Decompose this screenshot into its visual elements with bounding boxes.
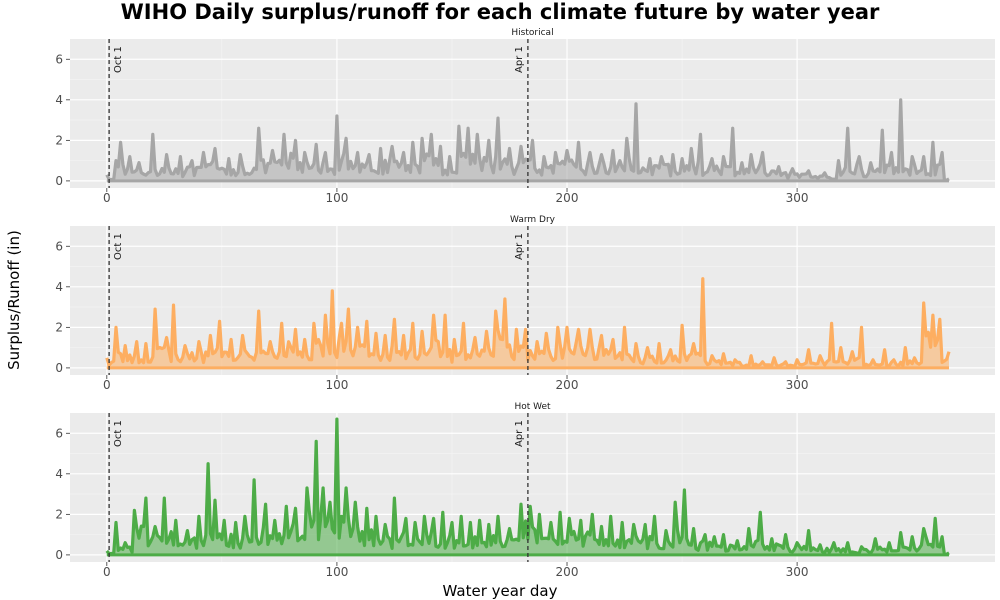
y-tick-label: 6: [55, 426, 63, 440]
reference-line-label: Apr 1: [514, 420, 525, 447]
x-tick-label: 0: [103, 565, 111, 579]
chart-title: WIHO Daily surplus/runoff for each clima…: [120, 0, 880, 24]
reference-line-label: Oct 1: [113, 420, 124, 447]
x-tick-label: 300: [786, 565, 809, 579]
x-axis-label: Water year day: [442, 582, 558, 600]
x-tick-label: 100: [325, 565, 348, 579]
x-tick-label: 0: [103, 378, 111, 392]
reference-line-label: Apr 1: [514, 46, 525, 73]
panel-historical: Historical 0 2 4 6 0 100 200 300 Oct 1 Apr 1: [55, 28, 995, 205]
panel-title: Hot Wet: [514, 402, 551, 412]
y-tick-label: 6: [55, 239, 63, 253]
reference-line-label: Apr 1: [514, 233, 525, 260]
y-tick-label: 4: [55, 467, 63, 481]
panel-title: Warm Dry: [510, 215, 556, 225]
panel-hot-wet: Hot Wet 0 2 4 6 0 100 200 300 Oct 1 Apr 1: [55, 402, 995, 579]
x-tick-label: 200: [556, 565, 579, 579]
y-tick-label: 2: [55, 133, 63, 147]
y-tick-label: 6: [55, 52, 63, 66]
x-tick-label: 0: [103, 191, 111, 205]
x-tick-label: 300: [786, 191, 809, 205]
x-tick-label: 300: [786, 378, 809, 392]
y-tick-label: 2: [55, 507, 63, 521]
y-tick-label: 0: [55, 361, 63, 375]
reference-line-label: Oct 1: [113, 233, 124, 260]
x-tick-label: 200: [556, 378, 579, 392]
x-tick-label: 100: [325, 191, 348, 205]
panel-title: Historical: [511, 28, 553, 38]
y-tick-label: 2: [55, 320, 63, 334]
y-tick-label: 0: [55, 548, 63, 562]
panel-warm-dry: Warm Dry 0 2 4 6 0 100 200 300 Oct 1 Apr 1: [55, 215, 995, 392]
y-tick-label: 0: [55, 174, 63, 188]
y-tick-label: 4: [55, 93, 63, 107]
y-tick-label: 4: [55, 280, 63, 294]
series-area: [106, 278, 950, 368]
x-tick-label: 200: [556, 191, 579, 205]
x-tick-label: 100: [325, 378, 348, 392]
reference-line-label: Oct 1: [113, 46, 124, 73]
